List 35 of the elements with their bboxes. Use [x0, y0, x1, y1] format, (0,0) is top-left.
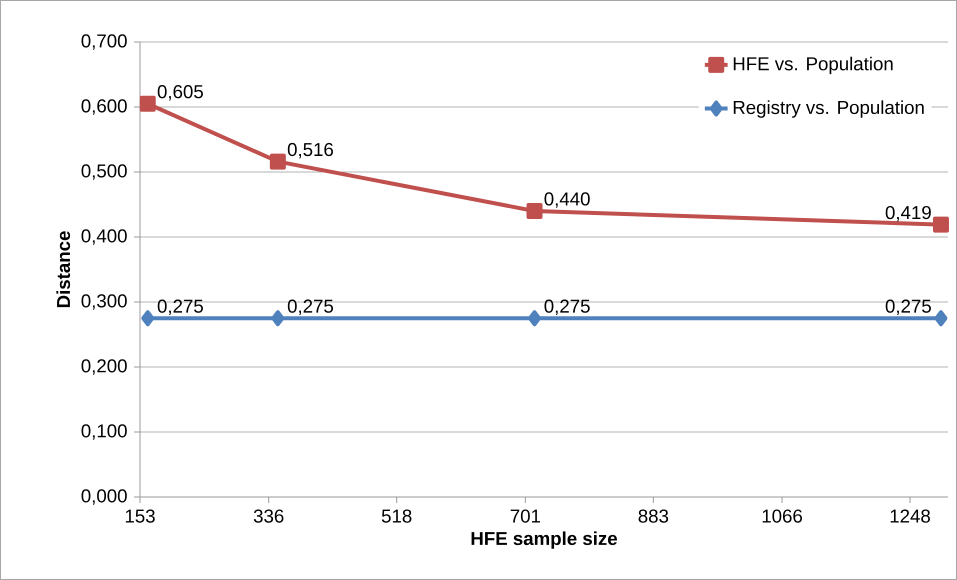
point [934, 310, 948, 326]
legend-label: Registry vs. Population [734, 100, 924, 118]
y-tick-label: 0,200 [82, 359, 127, 375]
data-label: 0,275 [544, 300, 590, 315]
y-tick-label: 0,000 [82, 489, 127, 505]
x-tick-label: 336 [254, 509, 284, 523]
x-tick-label: 1066 [762, 509, 802, 523]
x-tick-label: 701 [510, 509, 540, 523]
y-tick-label: 0,500 [82, 164, 127, 180]
x-tick-label: 518 [382, 509, 412, 523]
data-label: 0,275 [288, 300, 334, 315]
x-tick-label: 1248 [890, 509, 930, 523]
y-tick-label: 0,700 [82, 34, 127, 50]
point [271, 310, 284, 326]
point [932, 216, 949, 233]
data-label: 0,419 [886, 206, 931, 222]
point [526, 202, 543, 219]
y-tick-label: 0,300 [82, 294, 127, 310]
point [528, 310, 542, 326]
data-label: 0,440 [544, 192, 590, 208]
y-tick-label: 0,600 [82, 99, 127, 115]
x-tick-label: 153 [126, 509, 155, 523]
x-tick-label: 883 [638, 509, 668, 523]
x-axis-title: HFE sample size [472, 531, 618, 549]
legend-label: HFE vs. Population [734, 56, 893, 74]
data-label: 0,275 [158, 300, 203, 315]
point [140, 96, 156, 112]
data-label: 0,275 [886, 300, 931, 315]
y-tick-label: 0,400 [82, 229, 127, 245]
point [141, 310, 154, 326]
point [270, 154, 286, 170]
data-label: 0,516 [288, 142, 333, 158]
y-axis-title: Distance [56, 231, 70, 308]
data-label: 0,605 [158, 85, 203, 100]
y-tick-label: 0,100 [82, 424, 127, 440]
